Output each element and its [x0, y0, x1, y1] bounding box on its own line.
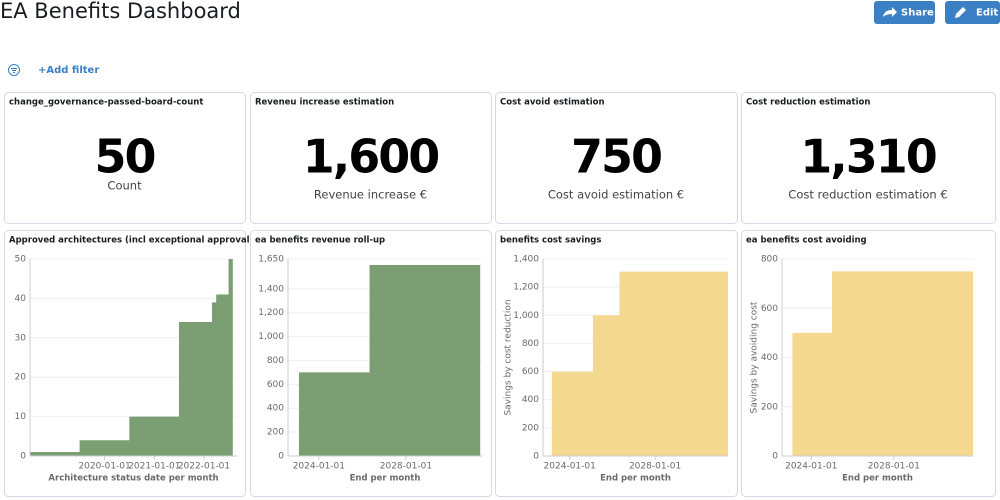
- metric-value: 750: [571, 130, 661, 184]
- metric-unit: Count: [107, 179, 142, 193]
- panel: [741, 92, 996, 224]
- metric-unit: Cost reduction estimation €: [788, 188, 947, 202]
- y-tick-label: 40: [15, 294, 27, 304]
- dashboard-title: EA Benefits Dashboard: [0, 0, 241, 23]
- y-tick-label: 600: [522, 367, 539, 377]
- button-label: Edit: [976, 8, 998, 19]
- metric-value: 1,600: [303, 130, 439, 184]
- y-tick-label: 800: [522, 339, 539, 349]
- panel-title: change_governance-passed-board-count: [9, 98, 203, 108]
- y-tick-label: 1,400: [513, 255, 539, 265]
- button-label: Share: [901, 8, 934, 19]
- y-tick-label: 1,200: [513, 283, 539, 293]
- y-tick-label: 1,200: [258, 308, 284, 318]
- x-axis-label: End per month: [350, 474, 421, 484]
- edit-button[interactable]: Edit: [945, 1, 1000, 24]
- y-tick-label: 800: [761, 255, 778, 265]
- x-tick-label: 2028-01-01: [629, 462, 681, 472]
- y-tick-label: 0: [772, 452, 778, 462]
- share-icon: [883, 7, 897, 17]
- step-area: [792, 271, 973, 456]
- y-tick-label: 1,650: [258, 255, 284, 265]
- panel-title: Reveneu increase estimation: [255, 98, 394, 108]
- metric-value: 1,310: [800, 130, 936, 184]
- x-tick-label: 2028-01-01: [380, 462, 432, 472]
- y-tick-label: 600: [761, 304, 778, 314]
- x-tick-label: 2020-01-01: [78, 462, 130, 472]
- x-tick-label: 2021-01-01: [128, 462, 180, 472]
- y-tick-label: 0: [278, 452, 284, 462]
- button-bg: [945, 1, 1000, 24]
- share-button[interactable]: Share: [874, 1, 935, 24]
- panel-title: ea benefits revenue roll-up: [255, 236, 385, 246]
- filter-circle: [8, 64, 20, 76]
- metric-value: 50: [94, 130, 154, 184]
- add-filter[interactable]: +Add filter: [38, 65, 99, 76]
- filter-lines: [11, 68, 17, 73]
- x-axis-label: Architecture status date per month: [48, 474, 218, 484]
- y-tick-label: 600: [267, 380, 284, 390]
- y-tick-label: 200: [267, 428, 284, 438]
- y-axis-label: Savings by avoiding cost: [750, 301, 760, 413]
- panel-title: benefits cost savings: [500, 236, 601, 246]
- panel-title: Approved architectures (incl exceptional…: [9, 236, 259, 246]
- x-tick-label: 2022-01-01: [178, 462, 230, 472]
- y-tick-label: 0: [533, 452, 539, 462]
- step-area: [551, 271, 728, 456]
- y-tick-label: 400: [267, 404, 284, 414]
- x-tick-label: 2028-01-01: [868, 462, 920, 472]
- step-area: [30, 259, 233, 456]
- edit-icon: [955, 7, 966, 18]
- metric-unit: Revenue increase €: [314, 188, 427, 202]
- x-axis-label: End per month: [842, 474, 913, 484]
- y-tick-label: 1,000: [513, 311, 539, 321]
- x-tick-label: 2024-01-01: [544, 462, 596, 472]
- panel-title: Cost reduction estimation: [746, 98, 870, 108]
- y-tick-label: 400: [522, 395, 539, 405]
- button-bg: [874, 1, 935, 24]
- metric-unit: Cost avoid estimation €: [548, 188, 684, 202]
- y-axis-label: Savings by cost reduction: [504, 299, 514, 415]
- y-tick-label: 400: [761, 353, 778, 363]
- y-tick-label: 20: [15, 373, 27, 383]
- x-axis-label: End per month: [600, 474, 671, 484]
- y-tick-label: 1,000: [258, 332, 284, 342]
- y-tick-label: 200: [761, 402, 778, 412]
- y-tick-label: 0: [20, 452, 26, 462]
- y-tick-label: 10: [15, 412, 27, 422]
- panel: [4, 92, 246, 224]
- y-tick-label: 800: [267, 356, 284, 366]
- panel: [250, 92, 492, 224]
- y-tick-label: 50: [15, 255, 27, 265]
- panel-title: Cost avoid estimation: [500, 98, 605, 108]
- y-tick-label: 1,400: [258, 284, 284, 294]
- filter-icon[interactable]: [8, 64, 20, 76]
- y-tick-label: 30: [15, 333, 27, 343]
- panel-title: ea benefits cost avoiding: [746, 236, 867, 246]
- x-tick-label: 2024-01-01: [785, 462, 837, 472]
- x-tick-label: 2024-01-01: [293, 462, 345, 472]
- step-area: [298, 264, 481, 456]
- panel: [495, 92, 738, 224]
- y-tick-label: 200: [522, 423, 539, 433]
